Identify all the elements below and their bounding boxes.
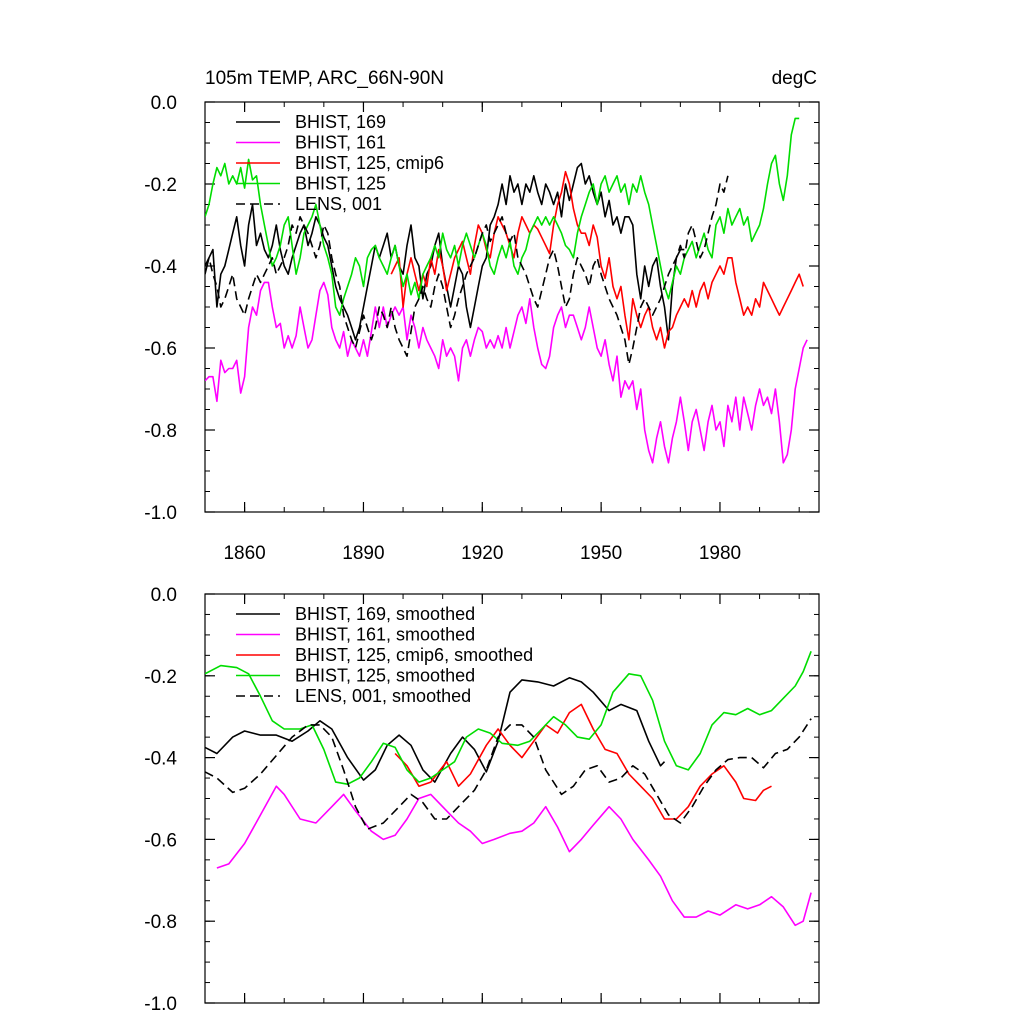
bottom-y-tick-label: -0.2: [144, 667, 177, 688]
top-series-bhist-161: [205, 281, 808, 464]
top-series-bhist-125-cmip6: [390, 170, 804, 349]
top-y-tick-label: -0.4: [144, 257, 177, 278]
bottom-series-group: [205, 651, 812, 927]
bottom-y-tick-label: 0.0: [151, 585, 177, 606]
top-y-tick-label: -1.0: [144, 503, 177, 524]
bottom-y-tick-label: -0.4: [144, 749, 177, 770]
top-series-group: [205, 117, 808, 464]
legend-label-bhist-125-smoothed: BHIST, 125, smoothed: [295, 666, 475, 686]
legend-label-bhist-161: BHIST, 161: [295, 133, 386, 153]
top-series-bhist-125: [205, 117, 800, 316]
legend-label-bhist-169-smoothed: BHIST, 169, smoothed: [295, 604, 475, 624]
top-series-lens-001: [205, 175, 729, 366]
top-x-tick-label: 1860: [223, 543, 265, 564]
bottom-series-bhist-125-smoothed: [205, 651, 812, 785]
legend-label-bhist-161-smoothed: BHIST, 161, smoothed: [295, 625, 475, 645]
top-y-tick-label: -0.8: [144, 421, 177, 442]
top-y-tick-label: 0.0: [151, 93, 177, 114]
legend-label-lens-001-smoothed: LENS, 001, smoothed: [295, 686, 471, 706]
legend-label-lens-001: LENS, 001: [295, 194, 382, 214]
bottom-y-tick-label: -0.6: [144, 830, 177, 851]
legend-label-bhist-125-cmip6-smoothed: BHIST, 125, cmip6, smoothed: [295, 645, 533, 665]
chart-title: 105m TEMP, ARC_66N-90N: [205, 68, 444, 89]
top-x-tick-label: 1920: [461, 543, 503, 564]
legend-label-bhist-125-cmip6: BHIST, 125, cmip6: [295, 153, 444, 173]
bottom-series-bhist-161-smoothed: [216, 785, 812, 927]
bottom-y-tick-label: -0.8: [144, 912, 177, 933]
top-series-bhist-169: [205, 162, 685, 341]
top-x-tick-label: 1980: [699, 543, 741, 564]
bottom-series-bhist-125-cmip6-smoothed: [394, 703, 772, 820]
chart-units: degC: [772, 68, 817, 89]
bottom-series-lens-001-smoothed: [205, 718, 812, 830]
top-x-tick-label: 1890: [342, 543, 384, 564]
bottom-y-tick-label: -1.0: [144, 994, 177, 1015]
top-y-tick-label: -0.2: [144, 175, 177, 196]
legend-label-bhist-125: BHIST, 125: [295, 174, 386, 194]
bottom-panel: 0.0 -0.2 -0.4 -0.6 -0.8 -1.0 BHIST, 169, smoot…: [144, 585, 820, 1015]
top-x-tick-label: 1950: [580, 543, 622, 564]
top-y-tick-label: -0.6: [144, 339, 177, 360]
top-panel: 0.0 -0.2 -0.4 -0.6 -0.8 -1.0 1860 1890 1920 1950 1…: [144, 68, 820, 564]
legend-label-bhist-169: BHIST, 169: [295, 112, 386, 132]
